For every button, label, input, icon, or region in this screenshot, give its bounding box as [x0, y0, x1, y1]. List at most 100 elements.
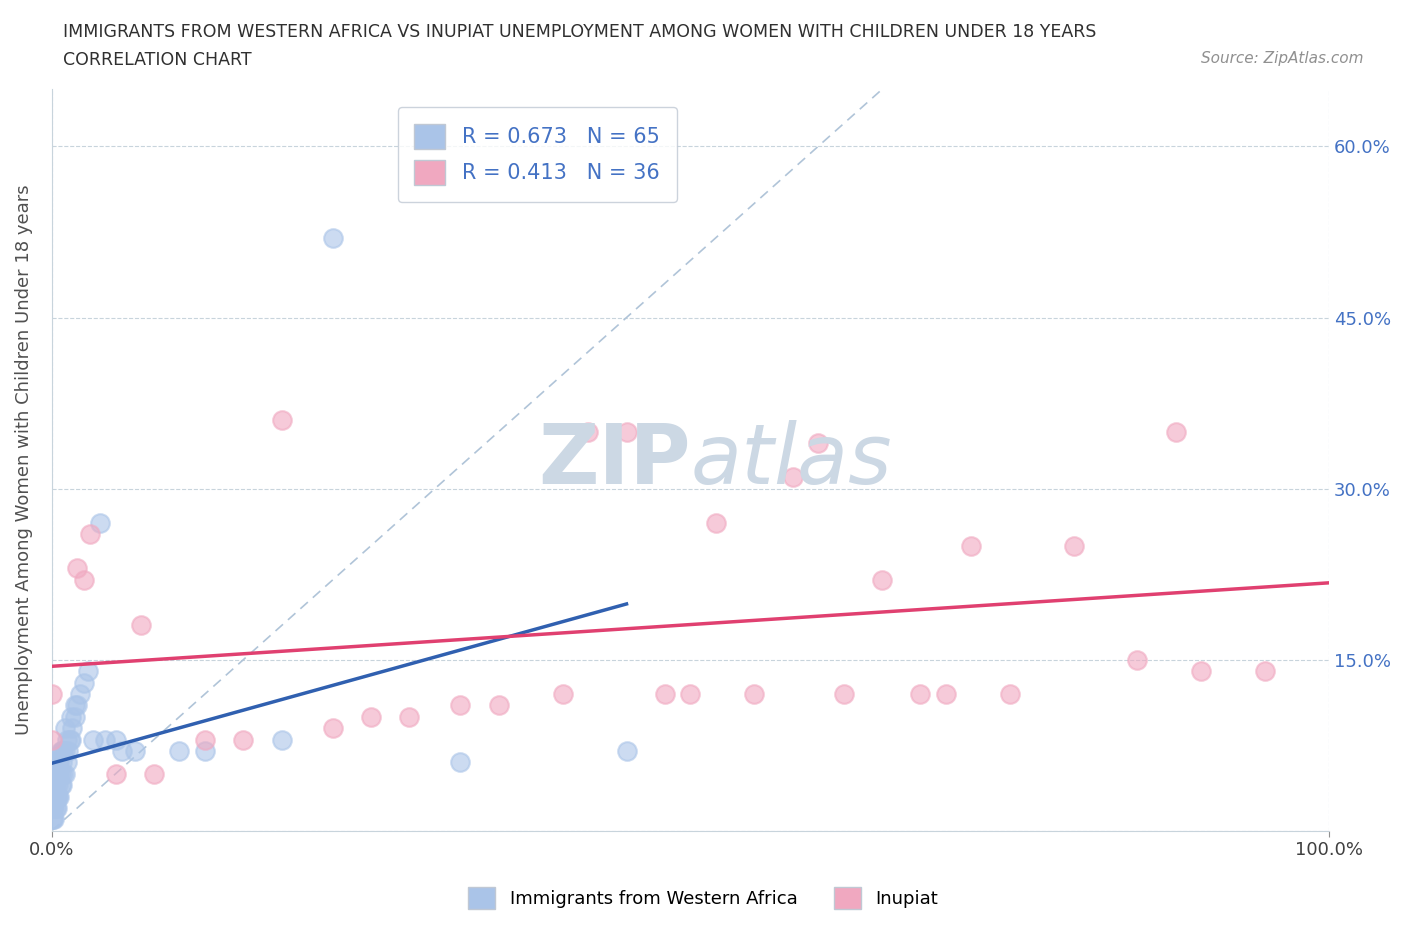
- Point: [42, 755, 65, 770]
- Point: [44, 812, 66, 827]
- Point: [111, 743, 134, 758]
- Point: [450, 698, 472, 712]
- Point: [398, 710, 420, 724]
- Point: [104, 732, 127, 747]
- Point: [73, 572, 96, 587]
- Point: [46, 766, 69, 781]
- Point: [124, 743, 146, 758]
- Text: atlas: atlas: [690, 419, 891, 500]
- Point: [935, 686, 957, 701]
- Point: [782, 470, 804, 485]
- Point: [41, 686, 63, 701]
- Point: [44, 777, 66, 792]
- Point: [360, 710, 382, 724]
- Point: [704, 515, 727, 530]
- Point: [59, 710, 82, 724]
- Point: [94, 732, 117, 747]
- Point: [270, 732, 292, 747]
- Point: [232, 732, 254, 747]
- Point: [45, 766, 67, 781]
- Point: [42, 777, 65, 792]
- Point: [832, 686, 855, 701]
- Point: [44, 801, 66, 816]
- Point: [48, 766, 70, 781]
- Point: [76, 664, 98, 679]
- Point: [82, 732, 104, 747]
- Point: [41, 812, 63, 827]
- Point: [270, 413, 292, 428]
- Point: [41, 790, 63, 804]
- Point: [41, 766, 63, 781]
- Point: [89, 515, 111, 530]
- Point: [129, 618, 152, 633]
- Point: [807, 435, 830, 450]
- Point: [169, 743, 191, 758]
- Point: [49, 743, 72, 758]
- Point: [51, 743, 73, 758]
- Y-axis label: Unemployment Among Women with Children Under 18 years: Unemployment Among Women with Children U…: [15, 185, 32, 736]
- Point: [45, 790, 67, 804]
- Point: [56, 732, 79, 747]
- Point: [41, 732, 63, 747]
- Point: [910, 686, 932, 701]
- Point: [59, 732, 82, 747]
- Point: [42, 766, 65, 781]
- Point: [51, 755, 73, 770]
- Point: [42, 790, 65, 804]
- Point: [104, 766, 127, 781]
- Point: [48, 790, 70, 804]
- Point: [60, 721, 83, 736]
- Text: Source: ZipAtlas.com: Source: ZipAtlas.com: [1201, 51, 1364, 66]
- Point: [42, 812, 65, 827]
- Point: [870, 572, 893, 587]
- Point: [51, 777, 73, 792]
- Point: [66, 561, 89, 576]
- Point: [52, 766, 75, 781]
- Point: [998, 686, 1021, 701]
- Point: [53, 766, 76, 781]
- Point: [45, 801, 67, 816]
- Point: [49, 766, 72, 781]
- Point: [53, 743, 76, 758]
- Point: [194, 732, 217, 747]
- Point: [63, 698, 86, 712]
- Point: [194, 743, 217, 758]
- Point: [45, 790, 67, 804]
- Point: [63, 710, 86, 724]
- Point: [53, 721, 76, 736]
- Point: [1254, 664, 1277, 679]
- Point: [142, 766, 165, 781]
- Point: [46, 755, 69, 770]
- Point: [48, 755, 70, 770]
- Point: [1164, 424, 1187, 439]
- Text: ZIP: ZIP: [538, 419, 690, 500]
- Point: [551, 686, 574, 701]
- Point: [45, 777, 67, 792]
- Point: [59, 732, 82, 747]
- Point: [450, 755, 472, 770]
- Legend: Immigrants from Western Africa, Inupiat: Immigrants from Western Africa, Inupiat: [461, 880, 945, 916]
- Text: IMMIGRANTS FROM WESTERN AFRICA VS INUPIAT UNEMPLOYMENT AMONG WOMEN WITH CHILDREN: IMMIGRANTS FROM WESTERN AFRICA VS INUPIA…: [63, 23, 1097, 41]
- Point: [654, 686, 676, 701]
- Point: [73, 675, 96, 690]
- Point: [49, 777, 72, 792]
- Point: [56, 755, 79, 770]
- Point: [79, 526, 101, 541]
- Point: [322, 721, 344, 736]
- Point: [1189, 664, 1212, 679]
- Point: [44, 766, 66, 781]
- Point: [45, 801, 67, 816]
- Point: [742, 686, 765, 701]
- Point: [46, 790, 69, 804]
- Point: [616, 424, 638, 439]
- Point: [42, 801, 65, 816]
- Point: [322, 231, 344, 246]
- Point: [46, 777, 69, 792]
- Text: CORRELATION CHART: CORRELATION CHART: [63, 51, 252, 69]
- Point: [69, 686, 91, 701]
- Point: [1126, 652, 1149, 667]
- Point: [58, 743, 80, 758]
- Point: [45, 766, 67, 781]
- Point: [960, 538, 983, 553]
- Legend: R = 0.673   N = 65, R = 0.413   N = 36: R = 0.673 N = 65, R = 0.413 N = 36: [398, 107, 676, 202]
